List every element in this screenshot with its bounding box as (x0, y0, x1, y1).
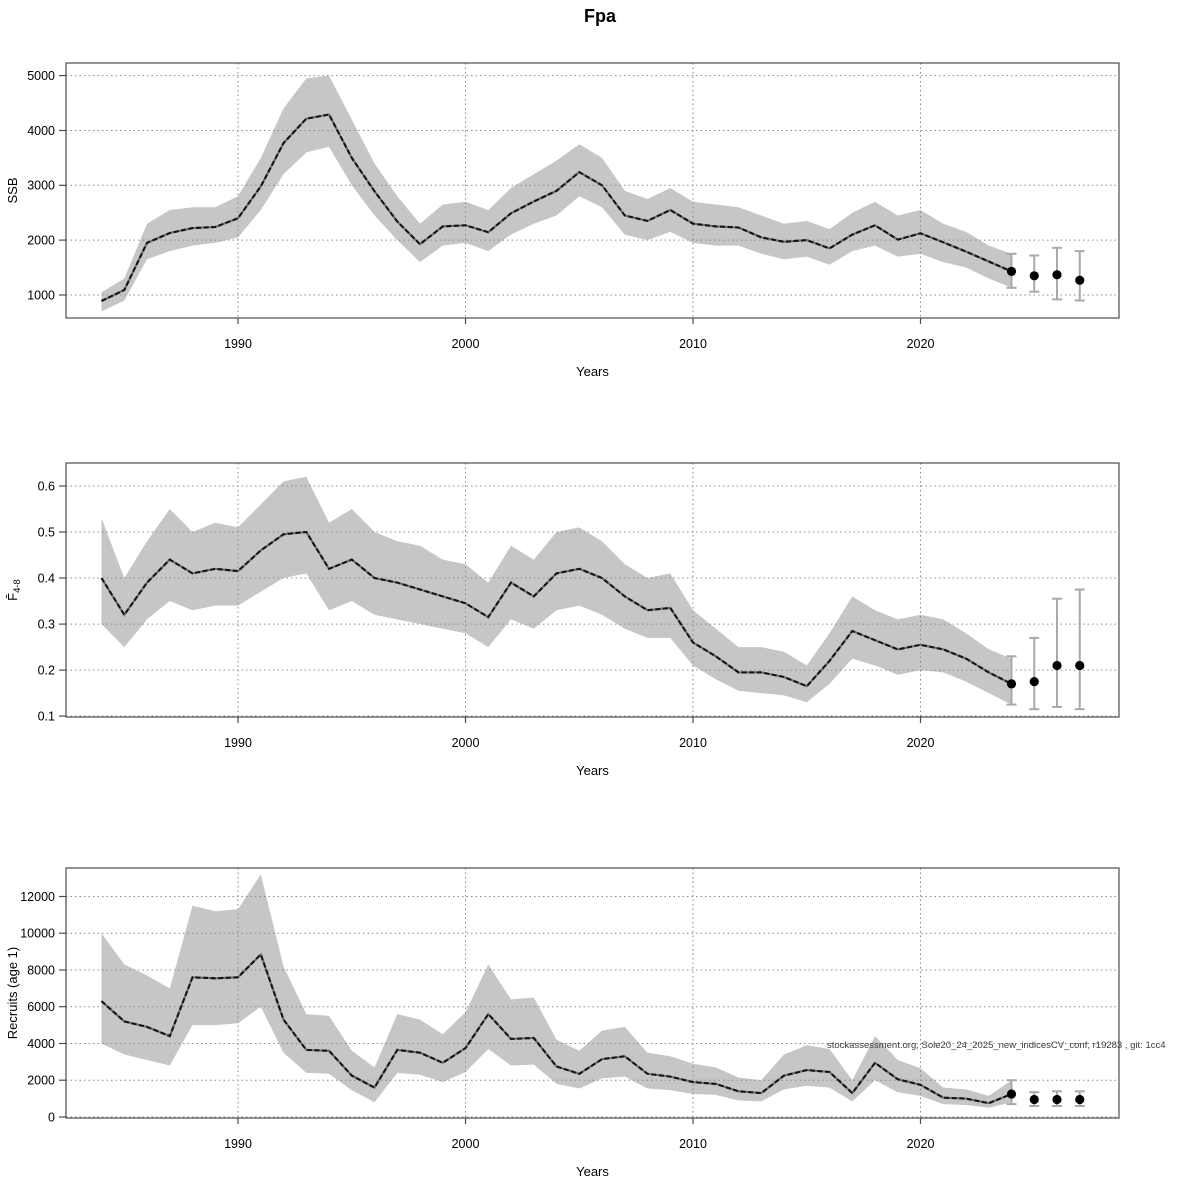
chart-panel-fbar: 1990 2000 2010 2020 0.1 0.2 0.3 0.4 0.5 0.6 Years F… (5, 462, 1120, 778)
recruits-yaxis-title: Recruits (age 1) (5, 947, 20, 1039)
svg-text:0: 0 (48, 1110, 55, 1124)
fbar-tick-marks (59, 485, 922, 723)
fbar-xaxis-title: Years (576, 763, 609, 778)
svg-text:0.2: 0.2 (38, 663, 55, 677)
svg-text:12000: 12000 (20, 890, 55, 904)
svg-text:0.4: 0.4 (38, 571, 55, 585)
svg-text:0.5: 0.5 (38, 525, 55, 539)
svg-text:2020: 2020 (907, 1137, 935, 1151)
svg-text:2000: 2000 (452, 736, 480, 750)
ssb-yaxis-title: SSB (5, 177, 20, 203)
recruits-tick-marks (59, 895, 922, 1124)
fbar-ytick-labels: 0.1 0.2 0.3 0.4 0.5 0.6 (38, 479, 55, 723)
ssb-plot-box (65, 62, 1120, 319)
svg-text:2000: 2000 (452, 1137, 480, 1151)
ssb-grid (66, 63, 1119, 318)
svg-text:2020: 2020 (907, 337, 935, 351)
fbar-yaxis-title: F̄4-8 (5, 579, 23, 601)
svg-text:2020: 2020 (907, 736, 935, 750)
svg-text:0.3: 0.3 (38, 617, 55, 631)
ssb-tick-marks (59, 74, 922, 324)
svg-text:6000: 6000 (27, 1000, 55, 1014)
svg-text:0.1: 0.1 (38, 709, 55, 723)
ssb-confidence-band (101, 75, 1012, 312)
ssb-estimate-line (101, 113, 1012, 302)
svg-text:10000: 10000 (20, 927, 55, 941)
svg-text:1990: 1990 (224, 1137, 252, 1151)
recruits-grid (66, 868, 1119, 1118)
svg-text:2000: 2000 (452, 337, 480, 351)
recruits-forecast-dots (1006, 1089, 1085, 1105)
recruits-plot-box (65, 867, 1120, 1119)
recruits-estimate-line (100, 952, 1012, 1105)
recruits-xaxis-title: Years (576, 1164, 609, 1179)
svg-text:5000: 5000 (27, 69, 55, 83)
fbar-grid (66, 463, 1119, 717)
svg-text:4000: 4000 (27, 1037, 55, 1051)
ssb-xaxis-title: Years (576, 364, 609, 379)
recruits-xtick-labels: 1990 2000 2010 2020 (224, 1137, 934, 1151)
plot-title: Fpa (583, 6, 616, 26)
fbar-forecast-errorbars (1006, 588, 1085, 711)
chart-panel-recruits: 1990 2000 2010 2020 0 2000 4000 6000 8000 10000 12… (5, 867, 1120, 1179)
svg-text:0.6: 0.6 (38, 479, 55, 493)
svg-text:2000: 2000 (27, 1074, 55, 1088)
fbar-estimate-line (100, 530, 1012, 688)
svg-text:1990: 1990 (224, 337, 252, 351)
recruits-confidence-band (101, 874, 1012, 1108)
ssb-ytick-labels: 1000 2000 3000 4000 5000 (27, 69, 55, 302)
recruits-ytick-labels: 0 2000 4000 6000 8000 10000 12000 (20, 890, 55, 1125)
fbar-confidence-band (101, 476, 1012, 705)
watermark-text: stockassessment.org, Sole20_24_2025_new_… (827, 1040, 1166, 1051)
svg-text:8000: 8000 (27, 963, 55, 977)
svg-text:2010: 2010 (679, 1137, 707, 1151)
fbar-forecast-dots (1006, 660, 1085, 689)
ssb-forecast-dots (1006, 266, 1085, 285)
fbar-xtick-labels: 1990 2000 2010 2020 (224, 736, 934, 750)
chart-panel-ssb: 1990 2000 2010 2020 1000 2000 3000 4000 5000 Year… (5, 62, 1120, 379)
ssb-forecast-errorbars (1006, 246, 1085, 302)
svg-text:2010: 2010 (679, 337, 707, 351)
recruits-forecast-errorbars (1006, 1079, 1085, 1107)
svg-text:1990: 1990 (224, 736, 252, 750)
svg-text:3000: 3000 (27, 179, 55, 193)
svg-text:1000: 1000 (27, 288, 55, 302)
ssb-xtick-labels: 1990 2000 2010 2020 (224, 337, 934, 351)
svg-text:2000: 2000 (27, 233, 55, 247)
svg-text:2010: 2010 (679, 736, 707, 750)
svg-text:4000: 4000 (27, 124, 55, 138)
fbar-plot-box (65, 462, 1120, 718)
